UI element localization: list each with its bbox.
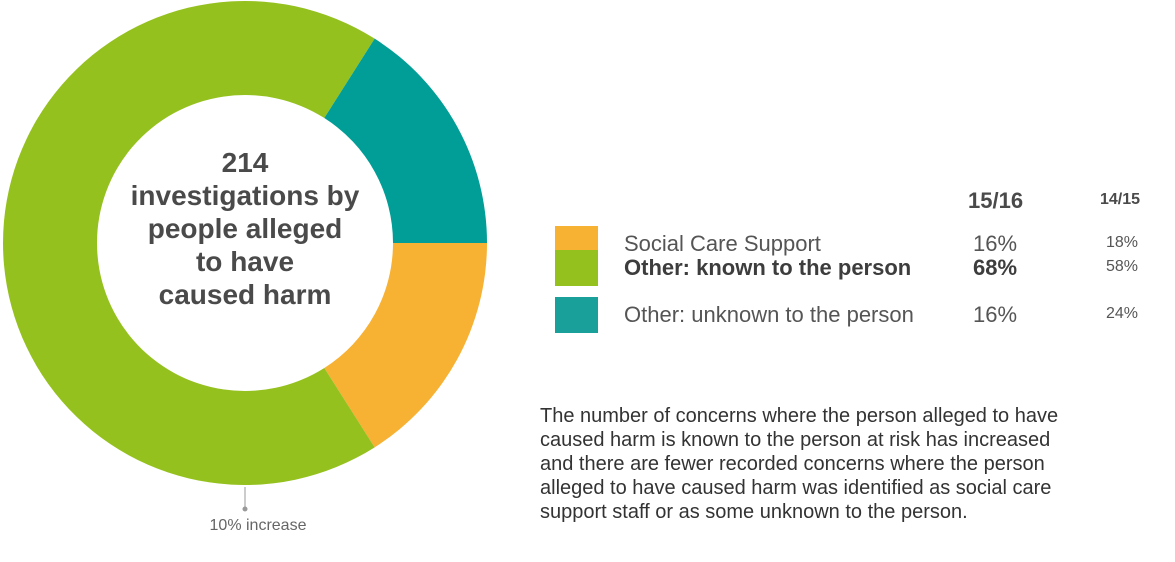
legend-label: Social Care Support [624,231,821,256]
description-line: support staff or as some unknown to the … [540,501,968,523]
value-1415: 24% [1106,305,1139,322]
description-line: alleged to have caused harm was identifi… [540,477,1052,499]
center-label-line: caused harm [158,279,332,310]
center-label-line: 214 [221,147,269,178]
donut-slice-social-care-support [324,243,487,448]
donut-center-label: 214 investigations by people alleged to … [96,146,394,311]
increase-annotation: 10% increase [209,517,307,534]
value-1516: 16% [973,302,1018,327]
legend-label: Other: known to the person [624,255,912,280]
center-label-line: investigations by [130,180,360,211]
donut-slice-known-to-person [2,0,375,486]
column-header-1516: 15/16 [968,188,1024,213]
description-paragraph: The number of concerns where the person … [540,404,1175,524]
legend-label: Other: unknown to the person [624,302,914,327]
value-1415: 18% [1106,234,1139,251]
center-label-line: to have [195,246,295,277]
value-1516: 68% [973,255,1018,280]
donut-chart [2,0,487,512]
annotation-leader-dot [242,506,248,512]
column-header-1415: 14/15 [1100,191,1141,208]
description-line: The number of concerns where the person … [540,405,1059,427]
description-line: caused harm is known to the person at ri… [540,429,1051,451]
legend-swatch [555,297,598,333]
description-line: and there are fewer recorded concerns wh… [540,453,1045,475]
center-label-line: people alleged [147,213,343,244]
value-1516: 16% [973,231,1018,256]
legend-swatch [555,250,598,286]
donut-slices [2,0,487,486]
legend-swatch [555,226,598,262]
donut-slice-unknown-to-person [324,38,487,244]
value-1415: 58% [1106,258,1139,275]
